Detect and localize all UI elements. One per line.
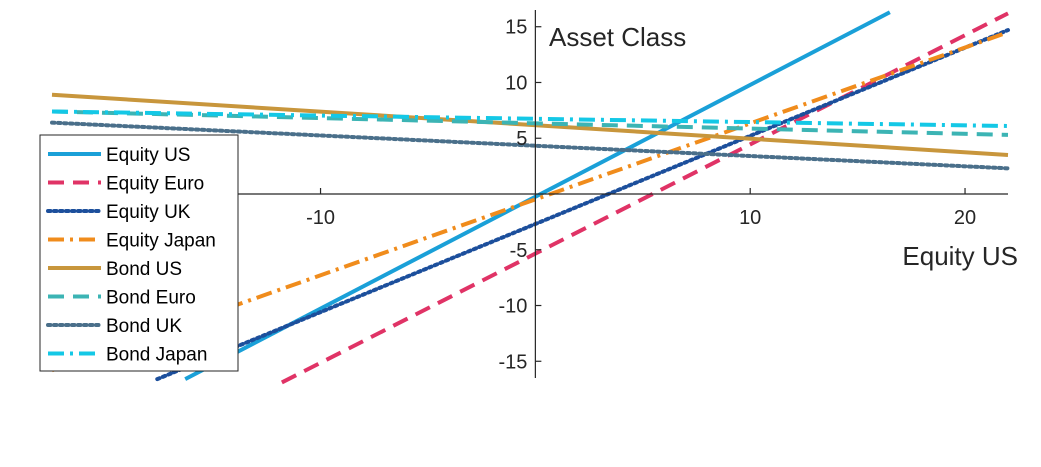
series-line-equity-euro xyxy=(280,11,1009,385)
x-tick-label: -10 xyxy=(306,207,335,229)
legend-label-equity-japan: Equity Japan xyxy=(106,231,216,252)
y-tick-label: -5 xyxy=(510,240,528,262)
y-tick-label: 5 xyxy=(516,128,527,150)
y-tick-label: -15 xyxy=(498,351,527,373)
legend-label-bond-japan: Bond Japan xyxy=(106,345,207,366)
y-tick-label: -10 xyxy=(498,296,527,318)
legend-label-equity-uk: Equity UK xyxy=(106,202,191,223)
series-line-bond-japan xyxy=(51,109,1009,128)
legend-label-bond-euro: Bond Euro xyxy=(106,288,196,309)
legend-box xyxy=(39,134,239,372)
legend-items: Equity US Equity Euro Equity UK Equity Japa… xyxy=(46,145,216,366)
legend-label-equity-us: Equity US xyxy=(106,145,190,166)
x-tick-label: 10 xyxy=(739,207,761,229)
legend-label-equity-euro: Equity Euro xyxy=(106,174,204,195)
y-axis-title: Asset Class xyxy=(549,22,686,52)
y-tick-label: 15 xyxy=(505,17,527,39)
legend-label-bond-us: Bond US xyxy=(106,259,182,280)
x-tick-label: 20 xyxy=(954,207,976,229)
legend: Equity US Equity Euro Equity UK Equity Japa… xyxy=(39,134,239,372)
series-line-bond-uk xyxy=(50,120,1010,171)
legend-label-bond-uk: Bond UK xyxy=(106,316,182,337)
axis-ticks: -10 10 20 -15 -10 -5 5 10 15 xyxy=(306,17,976,374)
x-axis-title: Equity US xyxy=(902,241,1018,271)
series-line-equity-uk xyxy=(155,28,1010,382)
y-tick-label: 10 xyxy=(505,72,527,94)
